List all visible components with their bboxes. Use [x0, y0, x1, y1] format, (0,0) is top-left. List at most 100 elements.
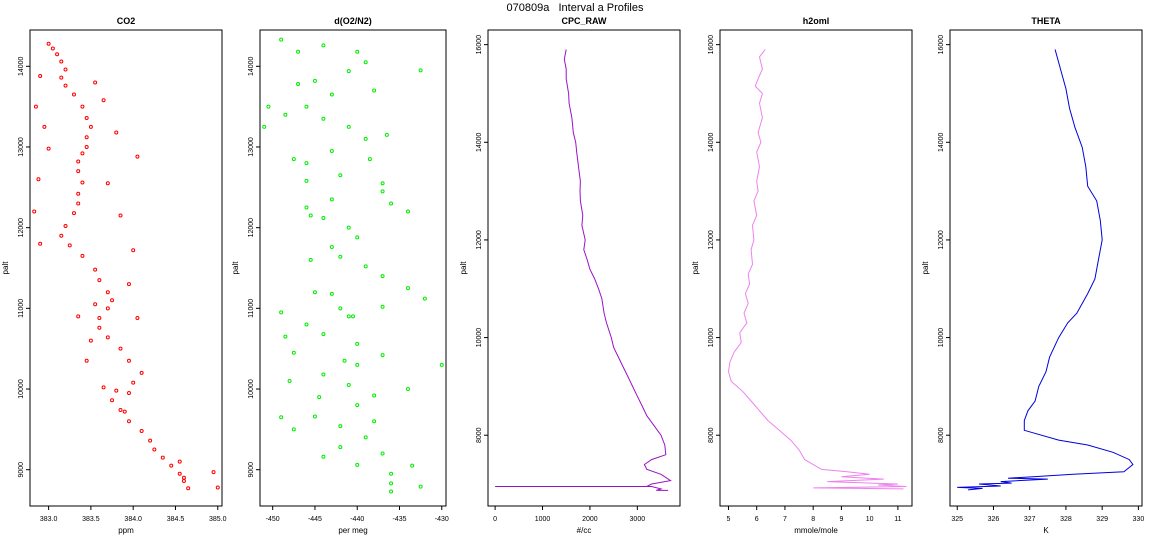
data-point	[279, 37, 284, 42]
plot-frame	[719, 29, 913, 507]
data-point	[105, 181, 110, 186]
data-point	[287, 378, 292, 383]
x-tick-label: -435	[392, 516, 406, 523]
data-point	[304, 104, 309, 109]
data-point	[84, 144, 89, 149]
data-point	[105, 306, 110, 311]
data-point	[59, 59, 64, 64]
data-point	[389, 481, 394, 486]
y-tick-label: 16000	[938, 35, 945, 55]
y-tick-label: 16000	[476, 35, 483, 55]
data-point	[148, 438, 153, 443]
chart-panel-3: CPC_RAW 0 1000 2000 3000 #/cc 8000 10000 12000 14…	[459, 16, 681, 535]
data-point	[131, 248, 136, 253]
data-point	[177, 471, 182, 476]
data-point	[36, 177, 41, 182]
data-point	[380, 451, 385, 456]
data-point	[38, 73, 43, 78]
y-tick-label: 16000	[708, 35, 715, 55]
data-point	[101, 385, 106, 390]
data-point	[346, 225, 351, 230]
x-axis-label: ppm	[118, 526, 134, 535]
y-axis-label: palt	[921, 261, 930, 275]
x-tick-label: 384.0	[124, 516, 142, 523]
data-point	[46, 146, 51, 151]
data-point	[422, 296, 427, 301]
x-tick-label: 11	[894, 516, 901, 523]
data-point	[42, 124, 47, 129]
x-tick-label: 0	[493, 516, 497, 523]
x-tick-label: 383.0	[40, 516, 58, 523]
data-point	[97, 316, 102, 321]
data-point	[63, 67, 68, 72]
data-point	[135, 154, 140, 159]
x-tick-label: 10	[866, 516, 874, 523]
y-tick-label: 12000	[476, 230, 483, 250]
data-point	[329, 197, 334, 202]
y-axis-label: palt	[691, 261, 700, 275]
data-point	[312, 414, 317, 419]
x-tick-label: 385.0	[209, 516, 227, 523]
data-point	[321, 454, 326, 459]
data-point	[321, 332, 326, 337]
data-point	[372, 88, 377, 93]
data-point	[418, 484, 423, 489]
x-tick-label: 1000	[535, 516, 551, 523]
data-point	[355, 403, 360, 408]
data-point	[88, 338, 93, 343]
y-tick-label: 8000	[708, 427, 715, 443]
y-tick-label: 14000	[708, 132, 715, 152]
y-tick-label: 14000	[938, 132, 945, 152]
y-tick-label: 10000	[476, 328, 483, 348]
data-point	[329, 245, 334, 250]
data-point	[93, 302, 98, 307]
y-tick-label: 12000	[708, 230, 715, 250]
data-point	[338, 173, 343, 178]
data-point	[338, 306, 343, 311]
data-point	[131, 380, 136, 385]
chart-title: h2oml	[803, 16, 830, 26]
y-tick-label: 13000	[248, 137, 255, 157]
data-point	[33, 104, 38, 109]
data-point	[380, 181, 385, 186]
data-point	[346, 69, 351, 74]
data-point	[76, 191, 81, 196]
data-point	[126, 358, 131, 363]
data-point	[80, 104, 85, 109]
data-point	[321, 215, 326, 220]
y-axis-label: palt	[459, 261, 468, 275]
data-point	[181, 478, 186, 483]
x-tick-label: 384.5	[167, 516, 185, 523]
data-point	[88, 124, 93, 129]
plot-frame	[29, 29, 223, 507]
data-point	[93, 80, 98, 85]
data-point	[279, 415, 284, 420]
data-point	[410, 463, 415, 468]
y-tick-label: 14000	[248, 56, 255, 76]
y-tick-label: 12000	[18, 218, 25, 238]
data-point	[84, 115, 89, 120]
data-point	[338, 254, 343, 259]
x-tick-label: -440	[350, 516, 364, 523]
data-point	[97, 325, 102, 330]
x-tick-label: 5	[727, 516, 731, 523]
chart-panel-1: CO2 383.0 383.5 384.0 384.5 385.0 ppm 9000 10000…	[1, 16, 227, 535]
data-point	[329, 92, 334, 97]
data-point	[215, 485, 220, 490]
x-tick-label: -445	[308, 516, 322, 523]
y-tick-label: 14000	[476, 132, 483, 152]
y-tick-label: 9000	[18, 462, 25, 478]
data-point	[389, 471, 394, 476]
data-point	[338, 445, 343, 450]
data-point	[363, 136, 368, 141]
data-point	[291, 157, 296, 162]
data-point	[63, 83, 68, 88]
y-tick-label: 12000	[938, 230, 945, 250]
data-point	[283, 112, 288, 117]
y-tick-label: 11000	[248, 299, 255, 318]
x-tick-label: -430	[435, 516, 449, 523]
x-tick-label: 330	[1133, 516, 1145, 523]
data-point	[139, 428, 144, 433]
series-line	[495, 49, 672, 491]
x-tick-label: 328	[1060, 516, 1072, 523]
